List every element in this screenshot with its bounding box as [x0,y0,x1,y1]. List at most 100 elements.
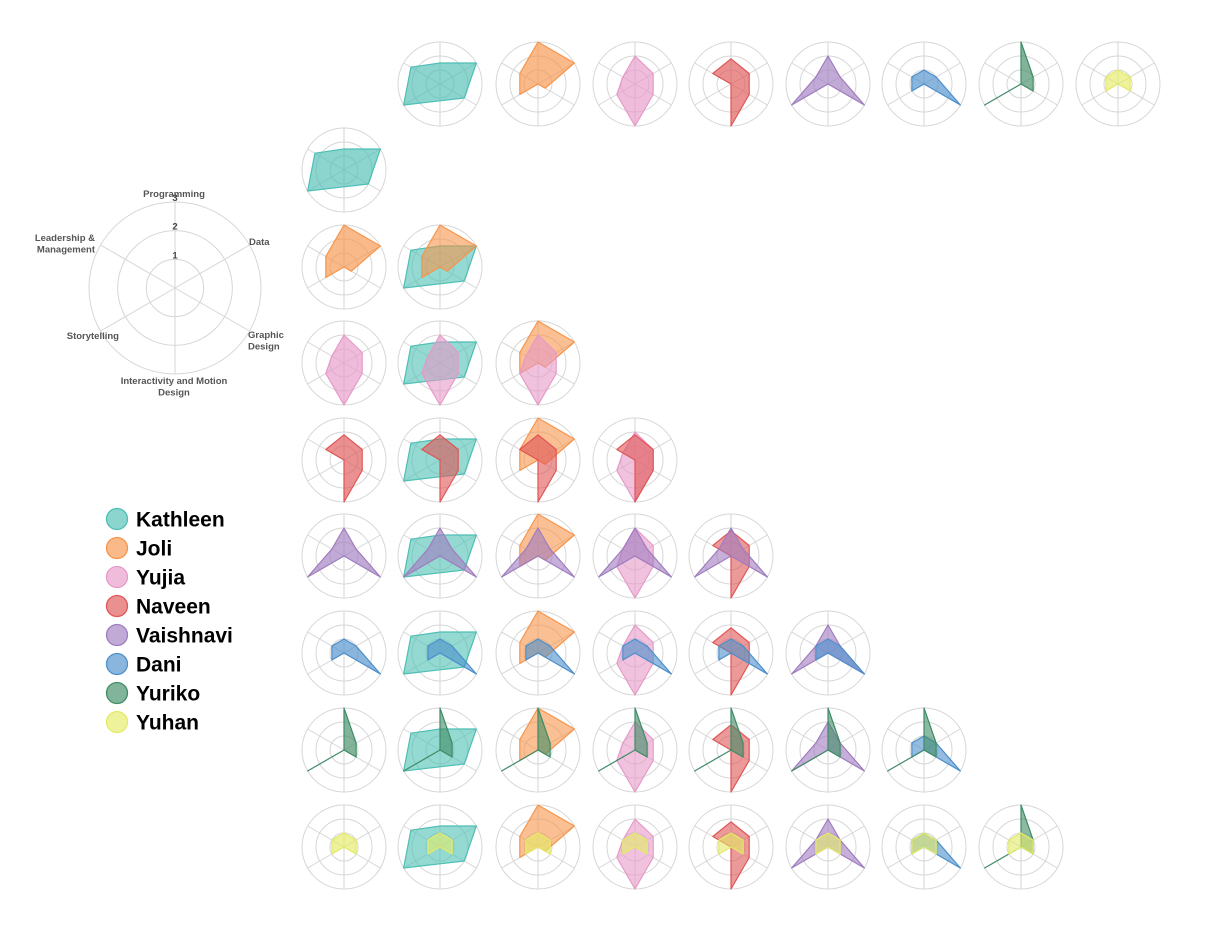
pair-radar-naveen-joli [495,417,581,503]
series-polygon-yuhan [1105,69,1131,92]
tick-label: 3 [172,193,177,204]
pair-radar-yuriko-kathleen [397,707,483,793]
top-radar-naveen [688,41,774,127]
pair-radar-yuriko-vaishnavi [785,707,871,793]
pair-radar-dani-naveen [688,610,774,696]
series-polygon-dani [718,638,768,675]
series-polygon-yujia [325,334,363,406]
grid-spoke [100,244,176,289]
series-polygon-yuhan [815,832,841,855]
series-polygon-yuriko [887,707,937,772]
legend-label: Yuriko [136,683,200,706]
axis-label: Programming [143,189,205,200]
series-polygon-joli [519,41,575,96]
pair-radar-yuriko-joli [495,707,581,793]
left-radar-yujia [301,320,387,406]
top-radar-yujia [592,41,678,127]
grid-spoke [174,244,250,289]
pair-radar-yuhan-yujia [592,804,678,890]
series-polygon-yuhan [525,832,551,855]
series-polygon-yujia [519,334,557,406]
pair-radar-naveen-kathleen [397,417,483,503]
legend-swatch [105,507,129,531]
series-polygon-yuhan [718,832,744,855]
series-polygon-yujia [616,818,654,890]
pair-radar-dani-kathleen [397,610,483,696]
legend-label: Dani [136,654,182,677]
grid-spoke [174,287,250,332]
series-polygon-yujia [421,334,459,406]
pair-radar-vaishnavi-yujia [592,513,678,599]
legend-label: Yujia [136,567,185,590]
legend: Kathleen Joli Yujia Naveen Vaishnavi Dani Yuri… [105,507,233,735]
tick-label: 2 [172,222,177,233]
legend-swatch [105,594,129,618]
series-polygon-vaishnavi [694,527,768,578]
axis-label: Storytelling [67,331,119,342]
pair-radar-yuhan-naveen [688,804,774,890]
pair-radar-yujia-joli [495,320,581,406]
left-radar-vaishnavi [301,513,387,599]
series-polygon-yuriko [791,707,841,772]
pair-radar-yuriko-dani [881,707,967,793]
axis-label: Data [249,237,270,248]
series-polygon-vaishnavi [501,527,575,578]
legend-label: Vaishnavi [136,625,233,648]
pair-radar-yuriko-yujia [592,707,678,793]
pair-radar-yuriko-naveen [688,707,774,793]
series-polygon-vaishnavi [307,527,381,578]
pair-radar-vaishnavi-joli [495,513,581,599]
series-polygon-dani [622,638,672,675]
series-polygon-naveen [421,434,459,503]
axis-label: Interactivity and Motion Design [121,376,228,398]
top-radar-dani [881,41,967,127]
left-radar-yuhan [301,804,387,890]
top-radar-joli [495,41,581,127]
tick-label: 1 [172,250,178,261]
pair-radar-yuhan-dani [881,804,967,890]
series-polygon-yuriko [598,707,648,772]
series-polygon-vaishnavi [598,527,672,578]
legend-label: Joli [136,538,172,561]
top-radar-yuriko [978,41,1064,127]
pair-radar-yuhan-vaishnavi [785,804,871,890]
top-radar-kathleen [397,41,483,127]
series-polygon-yuriko [501,707,551,772]
series-polygon-dani [427,638,477,675]
grid-spoke [100,287,176,332]
series-polygon-yuhan [911,832,937,855]
series-polygon-yuhan [331,832,357,855]
pair-radar-joli-kathleen [397,224,483,310]
legend-swatch [105,623,129,647]
series-polygon-naveen [712,821,750,890]
legend-swatch [105,710,129,734]
legend-label: Yuhan [136,712,199,735]
axis-label: Leadership & Management [35,233,96,255]
legend-swatch [105,536,129,560]
series-polygon-yuhan [622,832,648,855]
pair-radar-yuhan-yuriko [978,804,1064,890]
left-radar-dani [301,610,387,696]
series-polygon-joli [421,224,477,279]
top-radar-vaishnavi [785,41,871,127]
left-radar-kathleen [301,127,387,213]
pair-radar-yuhan-kathleen [397,804,483,890]
top-radar-yuhan [1075,41,1161,127]
series-polygon-naveen [712,58,750,127]
pair-radar-vaishnavi-kathleen [397,513,483,599]
pair-radar-dani-vaishnavi [785,610,871,696]
series-polygon-naveen [325,434,363,503]
left-radar-joli [301,224,387,310]
series-polygon-naveen [616,434,654,503]
pair-radar-naveen-yujia [592,417,678,503]
series-polygon-naveen [519,434,557,503]
axis-label: Graphic Design [248,330,284,352]
pair-radar-yujia-kathleen [397,320,483,406]
pair-radar-vaishnavi-naveen [688,513,774,599]
series-polygon-vaishnavi [403,527,477,578]
legend-swatch [105,652,129,676]
series-polygon-dani [815,638,865,675]
series-polygon-vaishnavi [791,55,865,106]
